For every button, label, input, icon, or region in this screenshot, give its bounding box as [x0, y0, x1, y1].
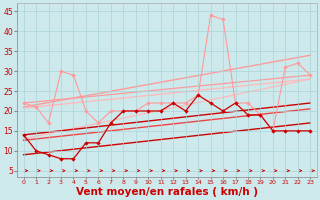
X-axis label: Vent moyen/en rafales ( km/h ): Vent moyen/en rafales ( km/h ): [76, 187, 258, 197]
